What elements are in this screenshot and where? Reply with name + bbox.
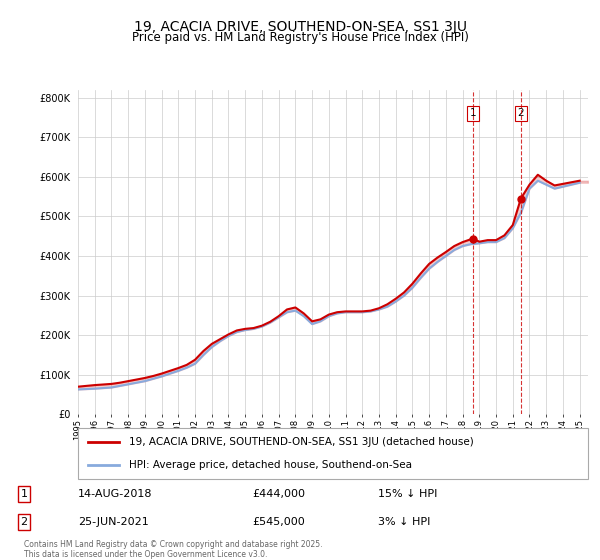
Text: HPI: Average price, detached house, Southend-on-Sea: HPI: Average price, detached house, Sout… <box>129 460 412 470</box>
Text: 1: 1 <box>470 109 476 118</box>
Text: Contains HM Land Registry data © Crown copyright and database right 2025.
This d: Contains HM Land Registry data © Crown c… <box>24 540 323 559</box>
Text: 19, ACACIA DRIVE, SOUTHEND-ON-SEA, SS1 3JU (detached house): 19, ACACIA DRIVE, SOUTHEND-ON-SEA, SS1 3… <box>129 437 474 447</box>
Text: 19, ACACIA DRIVE, SOUTHEND-ON-SEA, SS1 3JU: 19, ACACIA DRIVE, SOUTHEND-ON-SEA, SS1 3… <box>133 20 467 34</box>
Text: 1: 1 <box>20 489 28 499</box>
Text: Price paid vs. HM Land Registry's House Price Index (HPI): Price paid vs. HM Land Registry's House … <box>131 31 469 44</box>
Text: £545,000: £545,000 <box>252 517 305 527</box>
Text: 14-AUG-2018: 14-AUG-2018 <box>78 489 152 499</box>
Text: 15% ↓ HPI: 15% ↓ HPI <box>378 489 437 499</box>
Text: 2: 2 <box>518 109 524 118</box>
Text: 3% ↓ HPI: 3% ↓ HPI <box>378 517 430 527</box>
Text: 2: 2 <box>20 517 28 527</box>
FancyBboxPatch shape <box>78 428 588 479</box>
Text: 25-JUN-2021: 25-JUN-2021 <box>78 517 149 527</box>
Text: £444,000: £444,000 <box>252 489 305 499</box>
